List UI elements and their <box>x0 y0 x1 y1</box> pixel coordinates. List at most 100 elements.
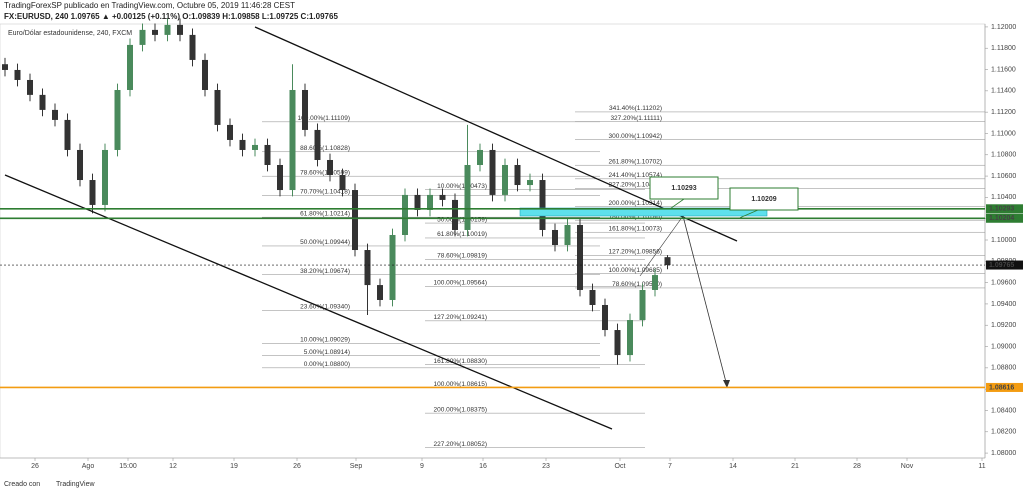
candle-body <box>39 94 46 110</box>
legend-title: Euro/Dólar estadounidense, 240, FXCM <box>8 30 132 37</box>
fib-label: 10.00%(1.10473) <box>437 183 487 190</box>
callout-pointer <box>739 209 759 219</box>
price-tag-label: 1.09765 <box>989 262 1014 269</box>
fib-label: 78.60%(1.09819) <box>437 253 487 260</box>
forecast-leg <box>639 215 684 277</box>
fib-label: 100.00%(1.08615) <box>434 381 488 388</box>
candle-body <box>664 257 671 266</box>
y-tick-label: 1.11200 <box>991 109 1016 116</box>
symbol-line: FX:EURUSD, 240 1.09765 ▲ +0.00125 (+0.11… <box>4 12 338 21</box>
candle-body <box>564 224 571 246</box>
callout-label: 1.10293 <box>671 185 696 192</box>
price-tag <box>986 213 1023 223</box>
x-tick-label: 26 <box>293 463 301 470</box>
fib-label: 300.00%(1.10942) <box>609 133 663 140</box>
candle-body <box>64 119 71 150</box>
fib-label: 78.60%(1.10599) <box>300 169 350 176</box>
candle-body <box>14 69 21 80</box>
fib-label: 227.20%(1.10484) <box>609 182 663 189</box>
candle-body <box>252 144 258 150</box>
fib-label: 100.00%(1.09685) <box>609 267 663 274</box>
candle-body <box>639 289 646 321</box>
candle-body <box>164 24 171 35</box>
candle-body <box>402 194 408 235</box>
candle-body <box>389 234 396 300</box>
x-tick-label: 16 <box>479 463 487 470</box>
fib-label: 161.80%(1.08830) <box>434 358 488 365</box>
x-tick-label: 19 <box>230 463 238 470</box>
callout-label: 1.10209 <box>751 196 776 203</box>
price-tag-label: 1.08616 <box>989 384 1014 391</box>
x-tick-label: Oct <box>615 463 626 470</box>
x-tick-label: 9 <box>420 463 424 470</box>
y-tick-label: 1.09200 <box>991 322 1016 329</box>
x-tick-label: 21 <box>791 463 799 470</box>
candle-body <box>114 89 121 150</box>
candle-body <box>152 29 158 35</box>
candle-body <box>77 149 83 181</box>
price-tag <box>986 382 1023 392</box>
y-tick-label: 1.11000 <box>991 130 1016 137</box>
fib-label: 61.80%(1.10214) <box>300 210 350 217</box>
candle-body <box>502 164 508 195</box>
fib-label: 100.00%(1.11109) <box>297 115 350 122</box>
y-tick-label: 1.09600 <box>991 279 1016 286</box>
callout-box <box>729 187 799 211</box>
x-tick-label: 11 <box>978 463 985 470</box>
candle-body <box>314 129 321 160</box>
fib-label: 241.40%(1.10574) <box>609 172 663 179</box>
price-tag-label: 1.10293 <box>989 206 1014 213</box>
candle-body <box>527 180 533 186</box>
fib-label: 61.80%(1.10019) <box>437 231 487 238</box>
arrow-head <box>723 380 730 388</box>
candle-body <box>602 304 608 331</box>
candle-body <box>577 224 583 290</box>
candle-body <box>27 79 33 95</box>
forecast-arrow <box>682 215 728 387</box>
candle-body <box>427 194 433 210</box>
fib-label: 200.00%(1.08375) <box>434 406 488 413</box>
candle-body <box>264 144 271 165</box>
candle-body <box>289 89 296 191</box>
y-tick-label: 1.08000 <box>991 450 1016 457</box>
candle-body <box>302 89 308 130</box>
y-tick-label: 1.10600 <box>991 173 1016 180</box>
candle-body <box>227 124 233 140</box>
fib-label: 70.70%(1.10418) <box>300 189 350 196</box>
candle-body <box>614 330 621 356</box>
x-tick-label: 14 <box>729 463 737 470</box>
fib-label: 161.80%(1.10073) <box>609 225 663 232</box>
footer-brand: TradingView <box>56 481 95 488</box>
fib-label: 38.20%(1.09674) <box>300 268 350 275</box>
candle-body <box>489 149 496 195</box>
candle-body <box>377 285 383 300</box>
candle-body <box>514 164 521 186</box>
fib-label: 261.80%(1.10702) <box>609 158 663 165</box>
candle-body <box>452 199 458 230</box>
y-tick-label: 1.11400 <box>991 88 1016 95</box>
y-tick-label: 1.08200 <box>991 429 1016 436</box>
y-tick-label: 1.10800 <box>991 152 1016 159</box>
candle-body <box>2 64 8 70</box>
y-tick-label: 1.11800 <box>991 45 1016 52</box>
candle-body <box>552 229 558 246</box>
x-tick-label: Ago <box>82 463 95 470</box>
x-tick-label: 7 <box>668 463 672 470</box>
y-tick-label: 1.10400 <box>991 194 1016 201</box>
publisher-line: TradingForexSP publicado en TradingView.… <box>4 1 295 10</box>
y-tick-label: 1.12000 <box>991 24 1016 31</box>
x-tick-label: Nov <box>901 463 914 470</box>
candle-body <box>589 289 596 305</box>
price-tag-label: 1.10204 <box>989 215 1014 222</box>
candle-body <box>464 164 471 230</box>
footer-prefix: Creado con <box>4 481 40 488</box>
y-tick-label: 1.10000 <box>991 237 1016 244</box>
candle-body <box>52 109 58 120</box>
candle-body <box>89 180 96 205</box>
fib-label: 180.00%(1.10186) <box>609 213 663 220</box>
fib-label: 88.60%(1.10828) <box>300 145 350 152</box>
candle-body <box>102 149 108 205</box>
y-tick-label: 1.08400 <box>991 407 1016 414</box>
candle-body <box>139 29 146 45</box>
